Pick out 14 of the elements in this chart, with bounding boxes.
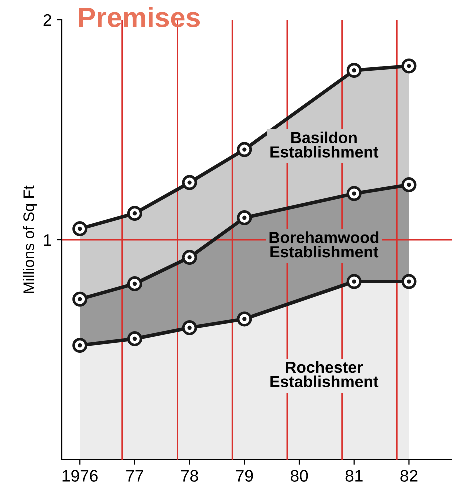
y-tick-label: 1 [44, 234, 52, 246]
x-tick-label: 77 [126, 470, 144, 482]
y-axis-title: Millions of Sq Ft [23, 186, 38, 294]
x-tick-label: 78 [181, 470, 198, 482]
x-tick-label: 1976 [62, 470, 98, 482]
x-tick-label: 82 [400, 470, 418, 482]
chart-title: Premises [79, 7, 200, 28]
x-tick-label: 79 [236, 470, 254, 482]
y-tick-label: 2 [44, 14, 52, 26]
x-tick-label: 81 [346, 470, 363, 482]
series-label: Basildon Establishment [270, 132, 379, 158]
x-tick-label: 80 [290, 470, 308, 482]
series-label: Rochester Establishment [270, 361, 379, 388]
series-label: Borehamwood Establishment [270, 232, 379, 258]
